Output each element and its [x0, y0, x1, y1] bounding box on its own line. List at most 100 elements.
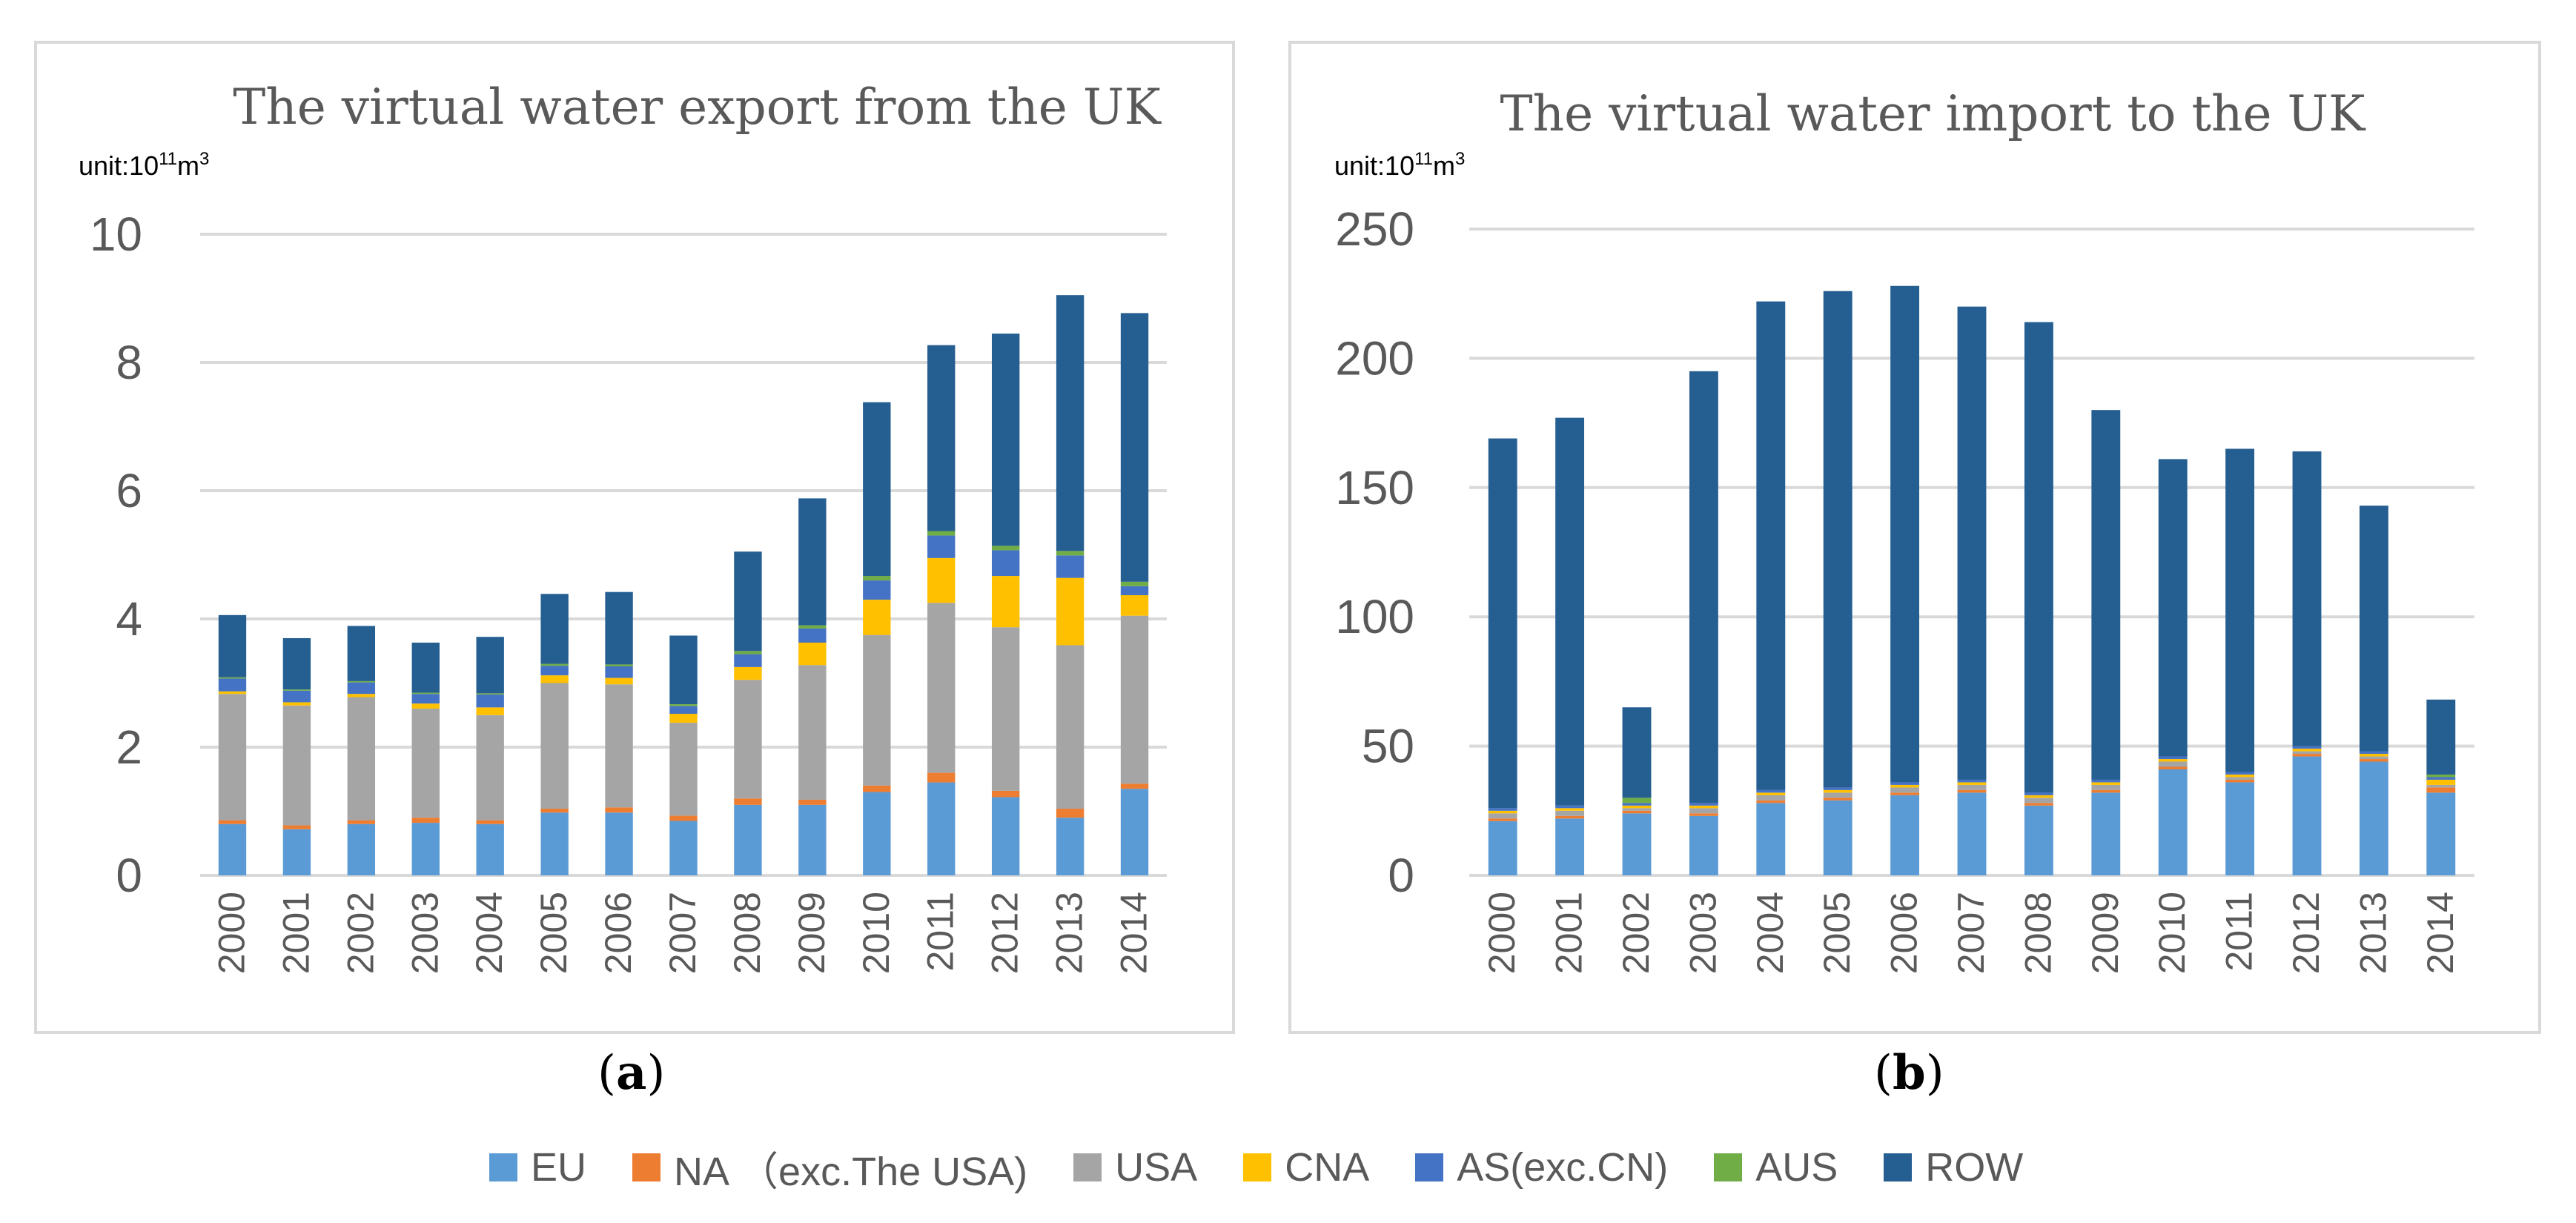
bar-segment-2000-row	[218, 614, 247, 677]
y-tick-label: 2	[116, 720, 142, 774]
bar-segment-2012-asexccn	[991, 550, 1020, 577]
legend-swatch	[489, 1153, 517, 1181]
x-tick-label: 2003	[1682, 892, 1724, 974]
bar-segment-2007-usa	[1957, 784, 1987, 790]
unit-label: unit:1011m3	[1334, 149, 1465, 181]
x-tick-label: 2011	[920, 892, 961, 972]
x-tick-label: 2009	[2085, 892, 2126, 974]
bar-segment-2012-eu	[991, 797, 1020, 875]
bar-segment-2000-eu	[218, 823, 247, 875]
legend-swatch	[1243, 1153, 1272, 1181]
bar-segment-2001-usa	[282, 705, 311, 826]
bar-segment-2010-usa	[863, 634, 891, 786]
x-tick-label: 2008	[2017, 892, 2059, 974]
bar-segment-2006-asexccn	[605, 666, 633, 678]
bar-segment-2000-cna	[1488, 810, 1517, 814]
bar-segment-2013-cna	[2359, 754, 2388, 757]
bar-segment-2001-usa	[1555, 810, 1585, 816]
bar-segment-2003-eu	[1689, 815, 1718, 875]
bar-segment-2014-eu	[2426, 792, 2456, 875]
bar-segment-2007-asexccn	[669, 706, 698, 715]
bar-segment-2003-cna	[411, 703, 440, 709]
legend-item: AS(exc.CN)	[1415, 1144, 1668, 1190]
bar-segment-2006-naexctheusa	[1890, 792, 1920, 795]
bar-segment-2010-cna	[2158, 759, 2188, 762]
bar-segment-2008-aus	[734, 651, 762, 654]
x-tick-label: 2013	[1049, 892, 1090, 974]
bar-segment-2011-aus	[927, 531, 956, 536]
bar-segment-2002-eu	[1622, 813, 1652, 875]
bar-segment-2002-row	[347, 626, 376, 681]
bar-segment-2000-naexctheusa	[218, 820, 247, 824]
bar-segment-2008-cna	[2024, 795, 2053, 798]
bar-segment-2000-asexccn	[1488, 808, 1517, 811]
bar-segment-2000-usa	[218, 694, 247, 821]
bar-segment-2012-row	[2292, 451, 2322, 746]
bar-segment-2001-eu	[282, 829, 311, 875]
bar-segment-2012-usa	[991, 627, 1020, 791]
bar-segment-2010-aus	[863, 576, 891, 581]
bar-segment-2007-usa	[669, 723, 698, 816]
bar-segment-2002-eu	[347, 823, 376, 875]
legend-item: ROW	[1884, 1144, 2023, 1190]
bar-segment-2014-row	[1120, 313, 1149, 582]
legend-item: CNA	[1243, 1144, 1369, 1190]
legend-label: USA	[1115, 1145, 1198, 1190]
bar-segment-2010-cna	[863, 600, 891, 635]
bar-segment-2006-asexccn	[1890, 782, 1920, 785]
bar-segment-2007-naexctheusa	[1957, 789, 1987, 793]
y-tick-label: 8	[116, 336, 142, 389]
bar-segment-2010-eu	[863, 792, 891, 875]
bar-segment-2009-cna	[798, 643, 827, 666]
bar-segment-2003-aus	[411, 692, 440, 695]
bar-segment-2009-usa	[798, 665, 827, 800]
bar-segment-2005-row	[1823, 291, 1852, 788]
bar-segment-2008-eu	[2024, 805, 2053, 875]
bar-segment-2006-cna	[1890, 784, 1920, 788]
legend-label: NA （exc.The USA)	[674, 1149, 1028, 1194]
import-chart-panel: The virtual water import to the UK unit:1…	[1288, 41, 2541, 1034]
legend-label: CNA	[1285, 1145, 1370, 1190]
bar-segment-2001-naexctheusa	[1555, 815, 1585, 819]
bar-segment-2007-eu	[669, 821, 698, 875]
legend-item: NA （exc.The USA)	[632, 1139, 1027, 1197]
bar-segment-2007-asexccn	[1957, 779, 1987, 783]
bar-segment-2006-eu	[1890, 795, 1920, 875]
bar-segment-2001-naexctheusa	[282, 825, 311, 829]
bar-segment-2001-asexccn	[282, 690, 311, 703]
bar-segment-2002-naexctheusa	[1622, 810, 1652, 814]
x-tick-label: 2005	[533, 892, 575, 974]
bar-segment-2014-row	[2426, 699, 2456, 775]
y-tick-label: 10	[90, 208, 142, 261]
bar-segment-2004-asexccn	[476, 695, 504, 708]
bar-segment-2000-cna	[218, 691, 247, 695]
bar-segment-2003-eu	[411, 823, 440, 875]
bar-segment-2012-cna	[2292, 749, 2322, 752]
bar-segment-2004-cna	[1756, 792, 1786, 795]
bar-segment-2001-aus	[282, 689, 311, 691]
bar-segment-2010-row	[863, 402, 891, 577]
export-chart: The virtual water export from the UK unit…	[79, 79, 1167, 974]
bar-segment-2002-usa	[347, 697, 376, 821]
bar-segment-2001-row	[282, 637, 311, 690]
bar-segment-2012-eu	[2292, 756, 2322, 875]
bar-segment-2009-usa	[2091, 784, 2121, 790]
bar-segment-2009-naexctheusa	[798, 799, 827, 805]
bar-segment-2002-row	[1622, 707, 1652, 798]
bar-segment-2009-asexccn	[798, 628, 827, 643]
chart-title: The virtual water export from the UK	[233, 79, 1162, 136]
bar-segment-2005-usa	[540, 683, 569, 809]
bar-segment-2003-row	[411, 643, 440, 693]
bar-segment-2007-cna	[669, 714, 698, 723]
x-tick-label: 2009	[791, 892, 832, 974]
x-tick-label: 2007	[1950, 892, 1992, 974]
bar-segment-2013-cna	[1056, 577, 1085, 646]
bar-segment-2011-naexctheusa	[2225, 779, 2255, 783]
bar-segment-2011-naexctheusa	[927, 772, 956, 783]
x-tick-label: 2010	[855, 892, 897, 974]
bar-segment-2013-naexctheusa	[1056, 809, 1085, 818]
legend-swatch	[1884, 1153, 1913, 1181]
bar-segment-2013-eu	[2359, 761, 2388, 875]
bar-segment-2005-asexccn	[540, 666, 569, 676]
unit-label: unit:1011m3	[79, 149, 209, 181]
